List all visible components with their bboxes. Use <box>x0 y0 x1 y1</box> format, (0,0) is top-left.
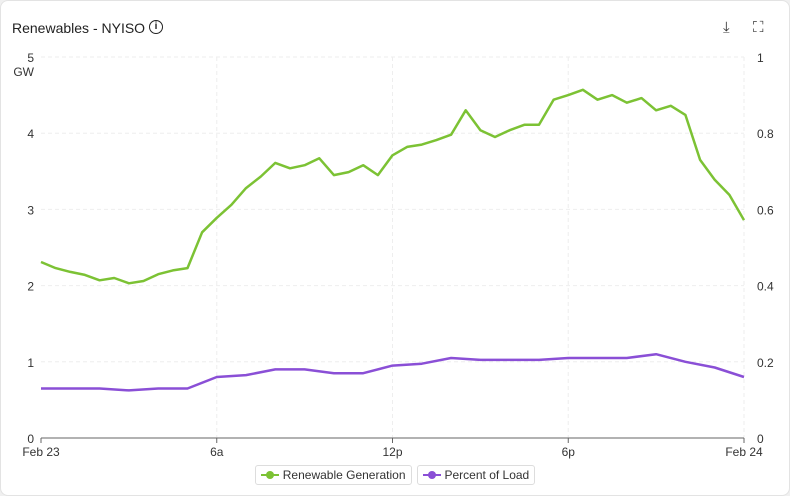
y2-tick-label: 0.6 <box>757 203 774 217</box>
legend-percent-of-load[interactable]: Percent of Load <box>416 465 536 485</box>
download-icon[interactable]: ⤓ <box>723 19 730 36</box>
y-tick-label: 2 <box>27 280 34 294</box>
chart-title: Renewables - NYISO <box>12 20 146 36</box>
info-icon[interactable]: i <box>149 20 163 34</box>
x-tick-label: Feb 23 <box>22 445 60 459</box>
x-tick-label: Feb 24 <box>725 445 763 459</box>
y2-tick-label: 0.8 <box>757 127 774 141</box>
legend-renewable-generation[interactable]: Renewable Generation <box>254 465 412 485</box>
y-tick-label: 4 <box>27 127 34 141</box>
y2-tick-label: 0.2 <box>757 356 774 370</box>
x-tick-label: 12p <box>382 445 402 459</box>
series-line-renewable-generation <box>40 88 746 285</box>
y-axis-label: GW <box>13 65 34 79</box>
y-tick-label: 3 <box>27 203 34 217</box>
y-tick-label: 1 <box>27 356 34 370</box>
fullscreen-icon[interactable]: ⛶ <box>753 19 764 36</box>
y2-tick-label: 0 <box>757 432 764 446</box>
legend: Renewable Generation Percent of Load <box>0 465 790 485</box>
x-tick-label: 6a <box>210 445 224 459</box>
x-tick-label: 6p <box>562 445 576 459</box>
series-line-percent-of-load <box>41 352 745 392</box>
y-tick-label: 0 <box>27 432 34 446</box>
y2-tick-label: 0.4 <box>757 280 774 294</box>
legend-marker-icon <box>260 470 279 480</box>
legend-marker-icon <box>422 470 441 480</box>
y2-tick-label: 1 <box>757 51 764 65</box>
y-tick-label: 5 <box>27 51 34 65</box>
